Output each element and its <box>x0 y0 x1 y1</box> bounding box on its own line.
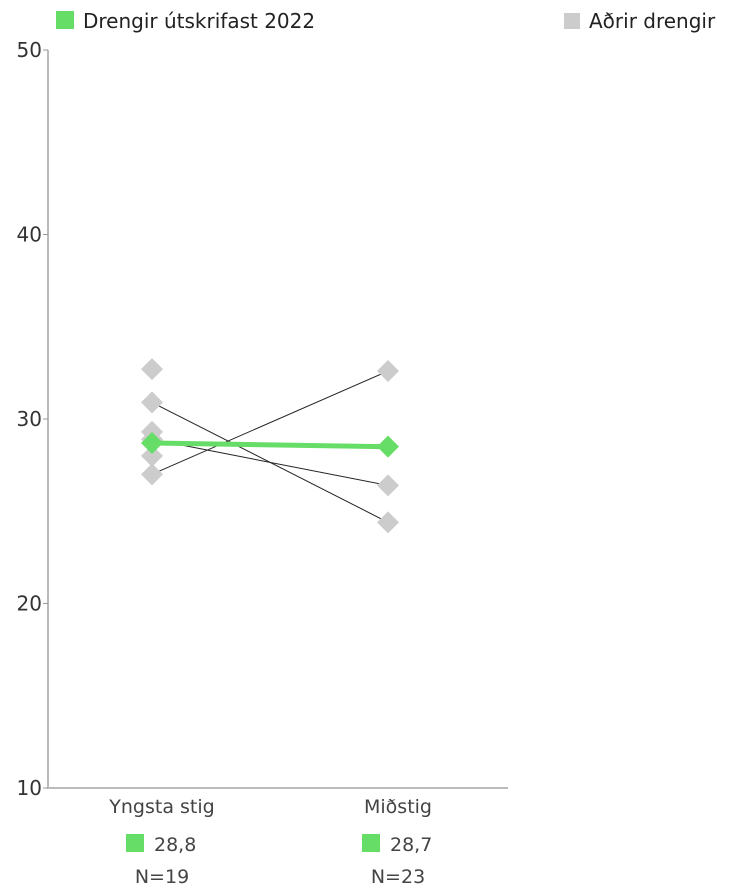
category-mean-swatch <box>362 834 380 852</box>
highlight-line <box>149 440 391 450</box>
y-tick-label: 50 <box>17 38 42 62</box>
x-categories: Yngsta stig 28,8 N=19 Miðstig 28,7 N=23 <box>108 796 432 888</box>
legend-others-swatch <box>564 13 580 29</box>
legend-highlight-label: Drengir útskrifast 2022 <box>83 9 315 33</box>
highlight-series <box>141 431 399 458</box>
category-mean-swatch <box>126 834 144 852</box>
category-n-value: N=23 <box>371 866 425 888</box>
x-category-label: Miðstig <box>364 796 432 818</box>
category-mean-value: 28,7 <box>390 834 432 856</box>
other-series-lines <box>151 370 389 523</box>
other-point <box>141 420 163 443</box>
category-mean-value: 28,8 <box>154 834 196 856</box>
category-n-value: N=19 <box>135 866 189 888</box>
other-series-points <box>141 358 399 534</box>
other-point <box>141 391 163 414</box>
highlight-point <box>141 431 163 454</box>
other-point <box>377 360 399 383</box>
legend-highlight-swatch <box>56 11 74 29</box>
legend: Drengir útskrifast 2022 Aðrir drengir <box>56 9 716 33</box>
y-tick-label: 30 <box>17 407 42 431</box>
other-point <box>141 358 163 381</box>
y-tick-label: 10 <box>17 776 42 800</box>
highlight-point <box>377 435 399 458</box>
other-series-line <box>151 370 389 475</box>
other-series-line <box>151 438 389 486</box>
other-point <box>141 444 163 467</box>
x-category-label: Yngsta stig <box>108 796 214 818</box>
other-point <box>377 511 399 534</box>
other-point <box>141 463 163 486</box>
other-point <box>377 474 399 497</box>
y-ticks: 10 20 30 40 50 <box>17 38 48 800</box>
y-tick-label: 20 <box>17 592 42 616</box>
y-tick-label: 40 <box>17 223 42 247</box>
legend-others-label: Aðrir drengir <box>589 9 716 33</box>
